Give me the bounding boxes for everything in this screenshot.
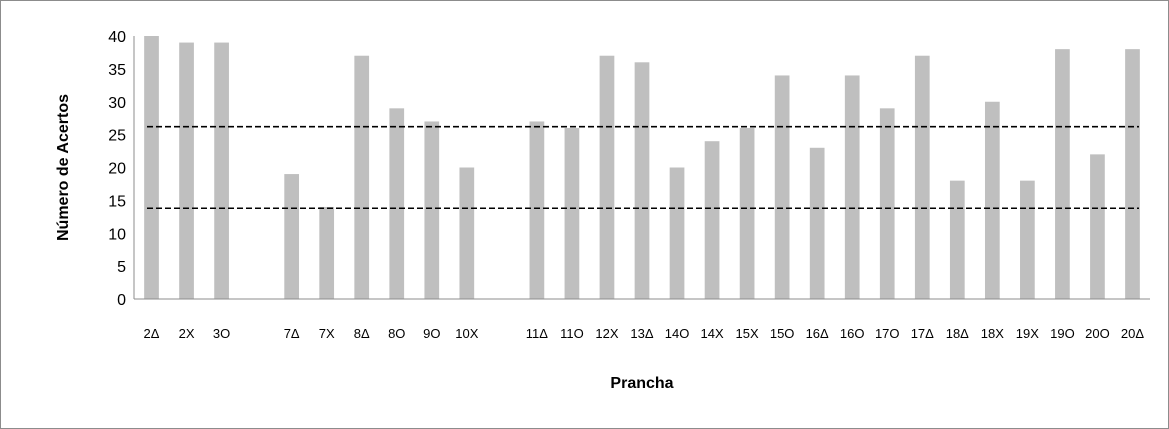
bar <box>704 141 720 299</box>
y-tick-label: 30 <box>108 95 126 112</box>
x-tick-label: 17O <box>875 326 900 341</box>
x-tick-label: 2X <box>179 326 195 341</box>
x-tick-label: 14X <box>700 326 723 341</box>
bar <box>319 206 335 299</box>
bar <box>774 75 790 299</box>
x-tick-label: 15X <box>736 326 759 341</box>
x-tick-label: 18Δ <box>946 326 969 341</box>
bar <box>424 121 440 299</box>
bar <box>879 108 895 299</box>
x-tick-label: 7Δ <box>284 326 300 341</box>
x-axis-title: Prancha <box>610 375 673 392</box>
y-tick-label: 5 <box>117 259 126 276</box>
x-tick-label: 12X <box>595 326 618 341</box>
y-tick-label: 15 <box>108 193 126 210</box>
x-tick-label: 7X <box>319 326 335 341</box>
x-tick-label: 13Δ <box>630 326 653 341</box>
bar <box>844 75 860 299</box>
x-tick-label: 9O <box>423 326 440 341</box>
bar <box>634 62 650 299</box>
y-tick-label: 20 <box>108 161 126 178</box>
x-tick-label: 11O <box>560 326 584 341</box>
bar <box>1055 49 1070 300</box>
bar <box>1090 154 1105 299</box>
x-tick-label: 16O <box>840 326 865 341</box>
bar <box>599 55 615 299</box>
x-tick-label: 19X <box>1016 326 1039 341</box>
bar <box>144 36 159 299</box>
y-tick-label: 35 <box>108 62 126 79</box>
y-tick-label: 25 <box>108 128 126 145</box>
x-tick-label: 18X <box>981 326 1004 341</box>
x-tick-label: 16Δ <box>806 326 829 341</box>
bar <box>564 128 580 299</box>
x-tick-label: 11Δ <box>526 326 548 341</box>
bar <box>214 42 229 299</box>
x-tick-label: 20O <box>1085 326 1110 341</box>
bar <box>1125 49 1140 300</box>
bar <box>949 180 965 299</box>
x-tick-label: 10X <box>455 326 478 341</box>
bar <box>669 167 685 299</box>
x-tick-label: 19O <box>1050 326 1075 341</box>
x-tick-label: 14O <box>665 326 690 341</box>
bar <box>914 55 930 299</box>
bar <box>809 147 825 299</box>
y-tick-label: 0 <box>117 292 126 309</box>
x-tick-label: 20Δ <box>1121 326 1144 341</box>
x-tick-label: 2Δ <box>144 326 160 341</box>
bar <box>529 121 545 299</box>
bar <box>1020 180 1035 299</box>
bar <box>739 128 755 299</box>
x-tick-label: 8Δ <box>354 326 370 341</box>
x-tick-label: 17Δ <box>911 326 934 341</box>
y-tick-label: 10 <box>108 226 126 243</box>
x-tick-label: 3O <box>213 326 230 341</box>
bar <box>284 174 300 299</box>
y-tick-label: 40 <box>108 29 126 46</box>
bar <box>984 101 1000 299</box>
x-tick-label: 8O <box>388 326 405 341</box>
bar <box>179 42 194 299</box>
bar <box>389 108 405 299</box>
bar <box>459 167 475 299</box>
y-axis-title: Número de Acertos <box>55 94 72 241</box>
bar <box>354 55 370 299</box>
x-tick-label: 15O <box>770 326 795 341</box>
